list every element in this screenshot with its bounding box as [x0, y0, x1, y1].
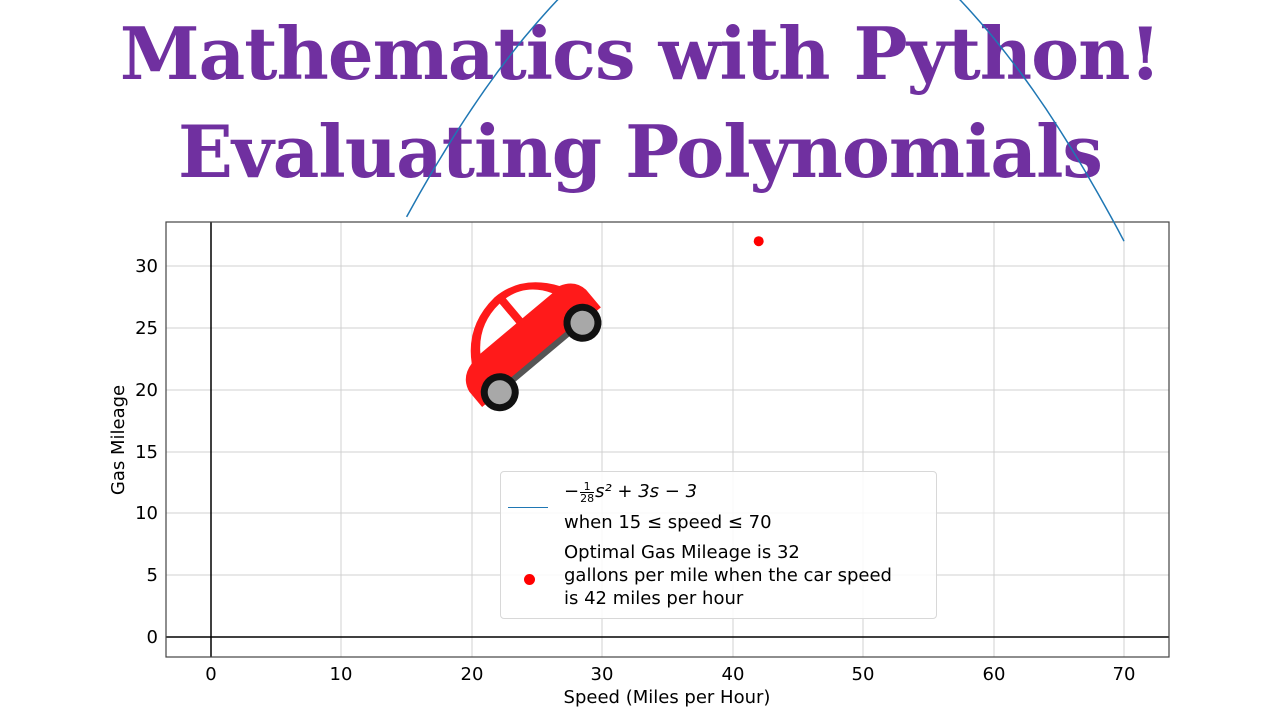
x-tick: 40: [722, 664, 745, 685]
y-tick: 0: [147, 627, 158, 648]
legend-minus: −: [564, 481, 580, 502]
x-tick: 60: [983, 664, 1006, 685]
legend-curve-label: −1 28 s² + 3s − 3: [564, 480, 697, 504]
fraction-numerator: 1: [580, 481, 595, 493]
y-tick: 10: [135, 503, 158, 524]
y-tick: 15: [135, 442, 158, 463]
legend-fraction: 1 28: [580, 481, 595, 505]
x-tick: 10: [330, 664, 353, 685]
y-axis-label: Gas Mileage: [108, 385, 129, 495]
optimal-point-marker: [753, 236, 764, 247]
x-tick: 20: [461, 664, 484, 685]
y-tick: 25: [135, 318, 158, 339]
legend-point-label-3: is 42 miles per hour: [564, 588, 744, 609]
legend-polynomial-rest: s² + 3s − 3: [595, 481, 698, 502]
x-tick: 0: [205, 664, 216, 685]
legend-curve-domain: when 15 ≤ speed ≤ 70: [564, 512, 772, 533]
title-line-2: Evaluating Polynomials: [178, 109, 1103, 194]
x-tick: 30: [591, 664, 614, 685]
polynomial-curve-path: [405, 0, 1125, 242]
fraction-denominator: 28: [580, 491, 595, 505]
legend-point-swatch: [524, 574, 535, 585]
legend-line-swatch: [508, 507, 548, 508]
y-ticks: 0 5 10 15 20 25 30: [135, 256, 158, 648]
y-tick: 20: [135, 380, 158, 401]
x-tick: 50: [852, 664, 875, 685]
y-tick: 5: [147, 565, 158, 586]
y-tick: 30: [135, 256, 158, 277]
plot-frame: [165, 221, 1170, 658]
title-line-1: Mathematics with Python!: [119, 11, 1161, 96]
car-icon: [465, 282, 602, 412]
legend-point-label-1: Optimal Gas Mileage is 32: [564, 542, 800, 563]
legend: −1 28 s² + 3s − 3 when 15 ≤ speed ≤ 70 Opt…: [500, 471, 937, 619]
x-ticks: 0 10 20 30 40 50 60 70: [205, 664, 1135, 685]
x-tick: 70: [1113, 664, 1136, 685]
x-axis-label: Speed (Miles per Hour): [564, 687, 771, 708]
legend-point-label-2: gallons per mile when the car speed: [564, 565, 892, 586]
